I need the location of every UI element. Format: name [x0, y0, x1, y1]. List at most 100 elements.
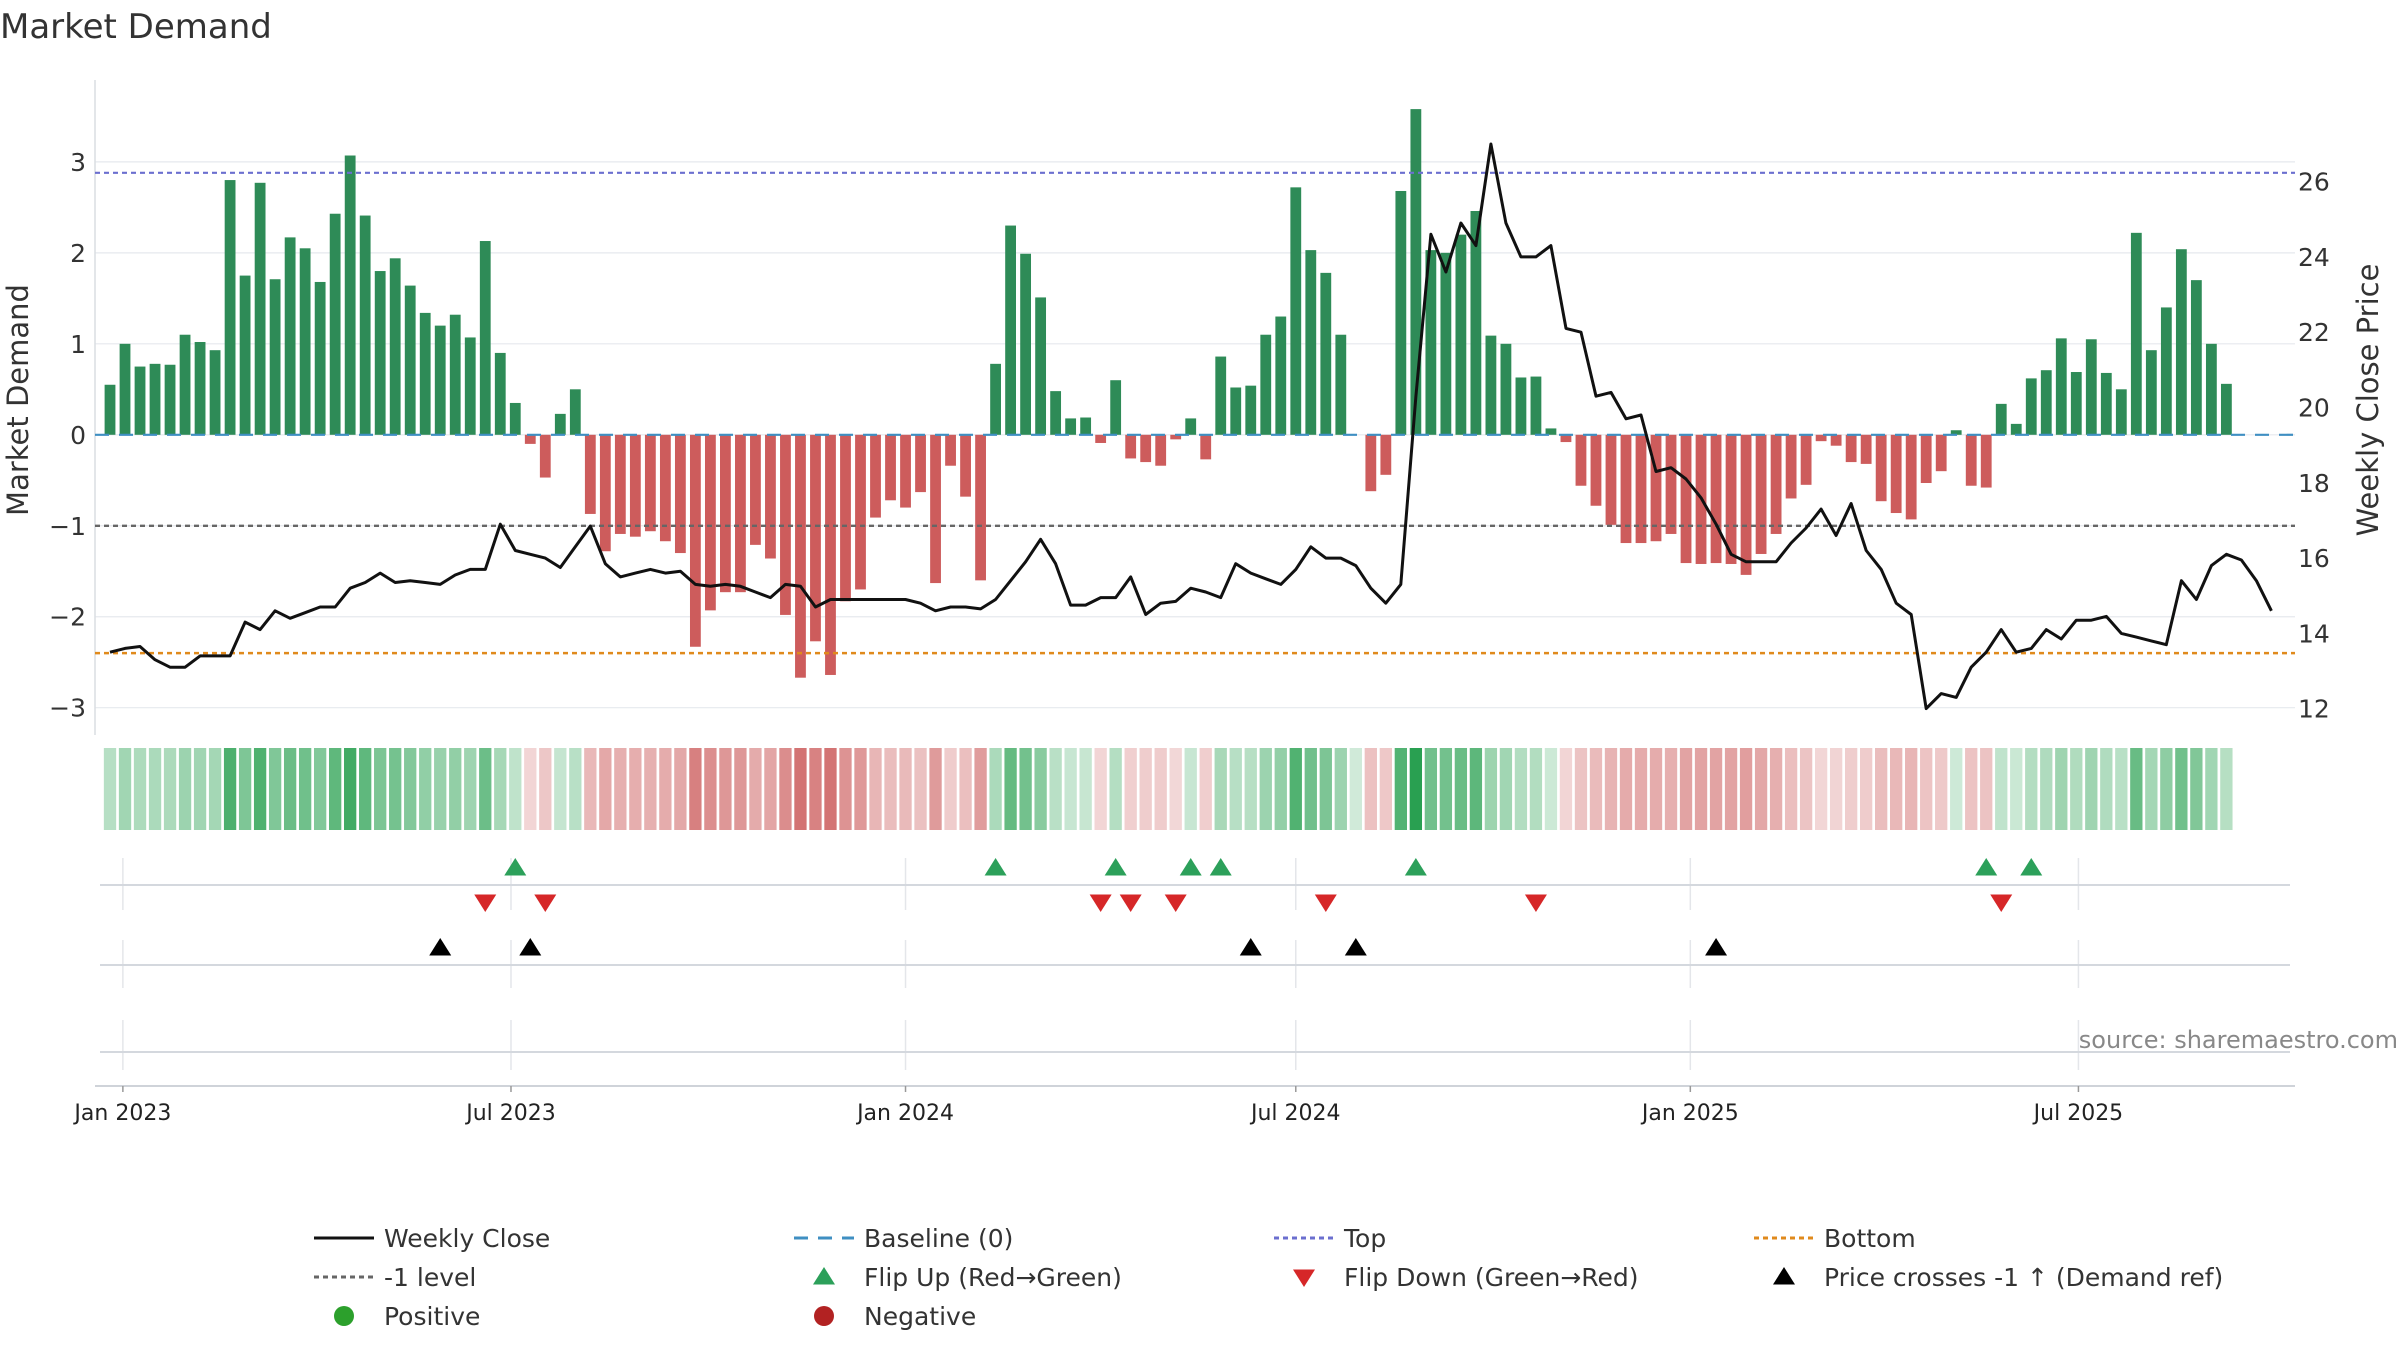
strip-cell — [689, 748, 702, 830]
strip-cell — [253, 748, 267, 830]
demand-bar — [1515, 377, 1527, 435]
demand-bar — [1590, 434, 1602, 506]
strip-cell — [238, 748, 252, 830]
demand-bar — [1305, 250, 1317, 435]
demand-bar — [2070, 372, 2082, 435]
y2-tick-label: 26 — [2298, 168, 2330, 197]
demand-bar — [539, 434, 551, 478]
strip-cell — [944, 748, 957, 830]
strip-cell — [1859, 748, 1873, 830]
x-tick-label: Jul 2023 — [464, 1101, 556, 1126]
strip-cell — [1019, 748, 1032, 830]
demand-bar — [1110, 380, 1122, 435]
strip-cell — [1409, 748, 1423, 830]
demand-bar — [1095, 434, 1107, 443]
demand-bar — [164, 364, 176, 435]
demand-bar — [2205, 343, 2217, 435]
demand-bar — [404, 285, 416, 435]
strip-cell — [1124, 748, 1137, 830]
strip-cell — [1529, 748, 1543, 830]
demand-bar — [629, 434, 641, 537]
demand-bar — [524, 434, 536, 444]
y-tick-label: −1 — [49, 512, 86, 541]
strip-cell — [1379, 748, 1392, 830]
y2-tick-label: 14 — [2298, 619, 2330, 648]
demand-bar — [975, 434, 986, 581]
demand-bar — [359, 215, 371, 435]
demand-bar — [1530, 376, 1542, 435]
strip-cell — [2190, 748, 2203, 830]
strip-cell — [554, 748, 567, 830]
flip-up-marker — [1404, 858, 1427, 876]
x-tick-label: Jan 2025 — [1640, 1101, 1739, 1126]
strip-cell — [2040, 748, 2053, 830]
demand-bar — [224, 180, 236, 435]
strip-cell — [404, 748, 417, 830]
strip-cell — [1514, 748, 1528, 830]
demand-bar — [194, 342, 206, 435]
strip-cell — [959, 748, 972, 830]
demand-bar — [1125, 434, 1137, 459]
demand-bar — [509, 402, 521, 435]
strip-cell — [2130, 748, 2143, 830]
strip-cell — [914, 748, 927, 830]
y-tick-label: −3 — [49, 694, 86, 723]
demand-bar — [795, 434, 806, 678]
strip-cell — [1274, 748, 1287, 830]
strip-cell — [1784, 748, 1798, 830]
strip-cell — [1875, 748, 1888, 830]
demand-bar — [1365, 434, 1377, 492]
y-tick-label: −2 — [49, 603, 86, 632]
strip-cell — [268, 748, 282, 830]
strip-cell — [599, 748, 612, 830]
strip-cell — [1754, 748, 1768, 830]
strip-cell — [1199, 748, 1212, 830]
strip-cell — [2025, 748, 2038, 830]
demand-bar — [1215, 356, 1227, 435]
strip-cell — [1229, 748, 1242, 830]
strip-cell — [1709, 748, 1723, 830]
strip-cell — [584, 748, 597, 830]
strip-cell — [779, 748, 792, 830]
demand-bar — [1680, 434, 1692, 564]
strip-cell — [929, 748, 942, 830]
price-cross-marker — [1344, 938, 1367, 956]
strip-cell — [764, 748, 777, 830]
demand-bar — [1440, 252, 1452, 435]
strip-cell — [298, 748, 312, 830]
demand-bar — [659, 434, 671, 542]
demand-bar — [1455, 234, 1467, 435]
flip-down-marker — [474, 894, 497, 912]
strip-cell — [869, 748, 882, 830]
flip-up-marker — [2020, 858, 2043, 876]
strip-cell — [1935, 748, 1948, 830]
demand-bar — [1860, 434, 1872, 464]
strip-cell — [1439, 748, 1453, 830]
strip-cell — [1184, 748, 1197, 830]
flip-down-marker — [534, 894, 557, 912]
flip-up-marker — [504, 858, 527, 876]
demand-bar — [344, 155, 356, 435]
demand-bar — [990, 363, 1001, 435]
demand-bar — [1170, 434, 1182, 440]
demand-bar — [104, 384, 116, 435]
strip-cell — [1394, 748, 1408, 830]
demand-bar — [284, 237, 296, 435]
demand-bar — [1050, 391, 1062, 435]
demand-bar — [1545, 428, 1557, 435]
demand-bar — [1740, 434, 1752, 575]
strip-cell — [419, 748, 432, 830]
demand-bar — [239, 275, 251, 435]
demand-bar — [1275, 316, 1287, 435]
demand-bar — [720, 434, 731, 593]
demand-bar — [1935, 434, 1947, 472]
strip-cell — [1679, 748, 1693, 830]
strip-cell — [494, 748, 507, 830]
demand-bar — [735, 434, 746, 593]
demand-bar — [1920, 434, 1932, 484]
strip-cell — [283, 748, 297, 830]
legend-label: Baseline (0) — [864, 1224, 1013, 1253]
strip-cell — [1289, 748, 1302, 830]
strip-cell — [839, 748, 852, 830]
